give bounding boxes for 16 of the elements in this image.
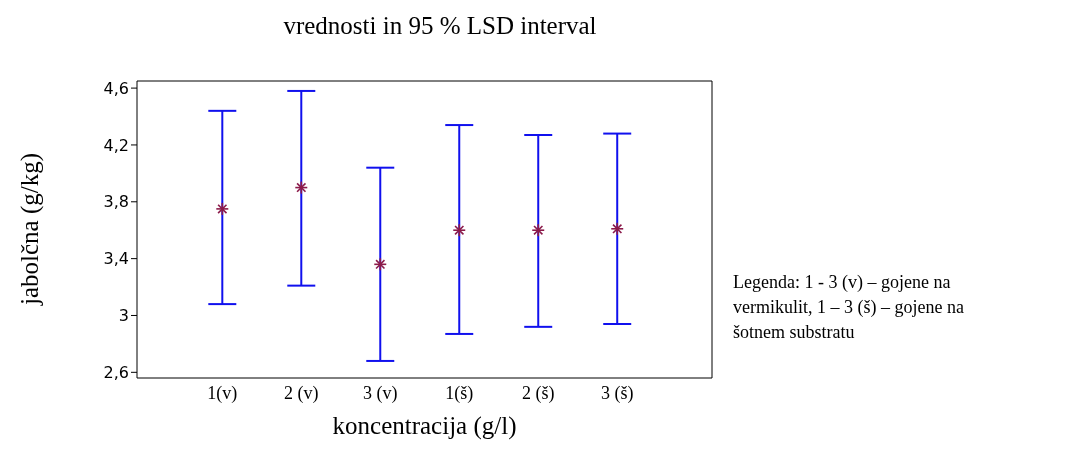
x-tick-label: 1(š) [445,382,474,404]
x-tick-label: 2 (v) [284,382,319,404]
x-tick-label: 2 (š) [521,382,555,404]
y-tick-label: 2,6 [103,363,129,382]
y-tick-label: 4,2 [103,135,129,155]
y-tick-label: 3,8 [103,192,129,212]
y-tick-label: 3,4 [103,249,129,269]
text: Legenda: 1 - 3 (v) – gojene na vermikulit, 1 – 3 (š) – gojene na šotnem substratu [733,271,965,344]
x-axis-title: koncentracija (g/l) [331,412,518,440]
y-axis-title: jabolčna (g/kg) [16,152,44,306]
chart-title: vrednosti in 95 % LSD interval [282,12,598,40]
y-tick-label: 4,6 [103,78,129,98]
x-tick-label: 3 (v) [363,382,398,404]
x-tick-label: 3 (š) [600,382,634,404]
y-tick-label: 3 [118,306,129,326]
x-tick-label: 1(v) [207,382,238,404]
